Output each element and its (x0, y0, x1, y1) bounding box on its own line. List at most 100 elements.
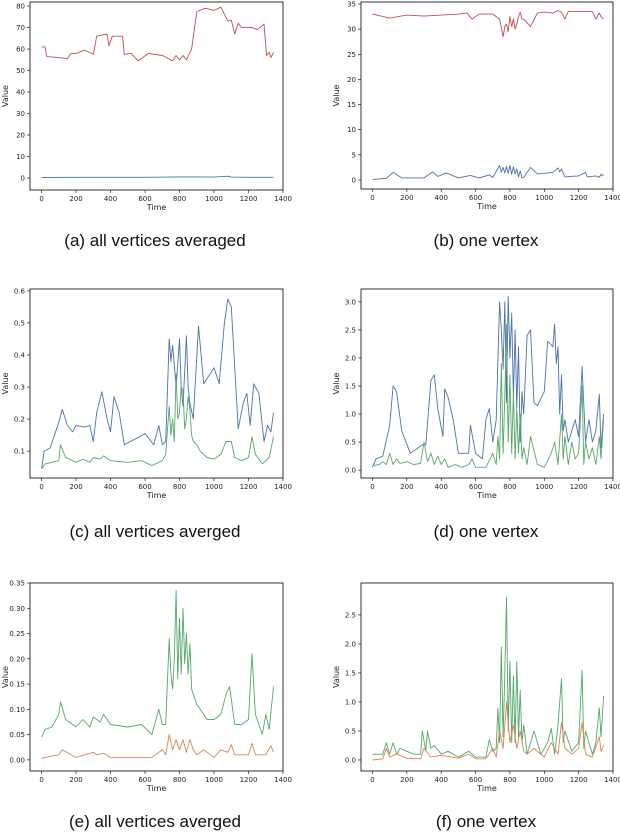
x-tick-label: 1000 (205, 195, 223, 203)
y-tick-label: 3.0 (345, 298, 356, 306)
caption-e: (e) all vertices averged (69, 812, 241, 831)
x-axis-label: Time (146, 203, 167, 212)
x-tick-label: 200 (69, 195, 82, 203)
x-tick-label: 600 (469, 483, 482, 491)
x-tick-label: 1400 (274, 776, 292, 784)
x-tick-label: 200 (69, 776, 82, 784)
series-green-line (372, 323, 605, 468)
axes-frame (29, 288, 284, 479)
y-axis-label: Value (332, 666, 341, 688)
y-tick-label: 30 (347, 26, 356, 34)
y-tick-label: 2.5 (345, 611, 356, 619)
axes-frame (360, 1, 614, 190)
y-axis-label: Value (332, 372, 341, 394)
y-tick-label: 1.5 (345, 383, 356, 391)
y-tick-label: 80 (16, 3, 25, 11)
x-tick-label: 600 (138, 776, 151, 784)
y-tick-label: 0.0 (345, 467, 356, 475)
y-tick-label: 0.5 (345, 439, 356, 447)
y-tick-label: 0.0 (345, 756, 356, 764)
y-tick-label: 0 (21, 174, 25, 182)
axes-frame (29, 1, 284, 191)
x-tick-label: 800 (173, 195, 186, 203)
x-tick-label: 600 (138, 195, 151, 203)
y-tick-label: 1.0 (345, 698, 356, 706)
x-tick-label: 1400 (604, 194, 620, 202)
x-tick-label: 1400 (274, 195, 292, 203)
x-tick-label: 800 (503, 483, 516, 491)
x-tick-label: 1200 (570, 483, 588, 491)
x-tick-label: 200 (69, 483, 82, 491)
y-tick-label: 0.4 (14, 351, 26, 359)
series-green-line (41, 590, 274, 738)
axes-frame (360, 582, 614, 772)
caption-d: (d) one vertex (433, 522, 539, 541)
y-tick-label: 0 (352, 176, 356, 184)
x-axis-label: Time (146, 784, 167, 793)
series-red-line (41, 6, 274, 62)
x-tick-label: 800 (503, 194, 516, 202)
y-tick-label: 10 (347, 126, 356, 134)
x-tick-label: 200 (400, 194, 413, 202)
chart-f: 0 200 400 600 800 1000 1200 1400 0.0 0.5 1.0 1.5 2.0… (332, 582, 620, 793)
series-red-line (372, 10, 604, 38)
chart-b: 0 200 400 600 800 1000 1200 1400 0 5 10 15 20 25 30 35 T… (332, 1, 620, 211)
x-tick-label: 1400 (604, 776, 620, 784)
y-tick-label: 70 (16, 24, 25, 32)
y-tick-label: 35 (347, 1, 356, 9)
x-tick-label: 600 (138, 483, 151, 491)
axes-frame (360, 288, 614, 479)
x-tick-label: 1200 (240, 776, 258, 784)
y-tick-label: 0.05 (9, 731, 25, 739)
y-tick-label: 0.30 (9, 605, 25, 613)
x-tick-label: 1000 (535, 483, 553, 491)
y-tick-label: 2.0 (345, 354, 356, 362)
chart-d: 0 200 400 600 800 1000 1200 1400 0.0 0.5 1.0 1.5 2.0… (332, 288, 620, 500)
x-tick-label: 800 (173, 483, 186, 491)
y-tick-label: 5 (352, 151, 356, 159)
series-green-line (372, 597, 605, 758)
y-tick-label: 0.1 (14, 448, 25, 456)
y-tick-label: 0.2 (14, 416, 25, 424)
x-tick-label: 400 (435, 194, 448, 202)
y-tick-label: 0.25 (9, 630, 25, 638)
y-tick-label: 20 (16, 131, 25, 139)
y-tick-label: 30 (16, 110, 25, 118)
x-tick-label: 1400 (604, 483, 620, 491)
series-blue-line (41, 175, 274, 178)
x-tick-label: 1000 (205, 776, 223, 784)
caption-c: (c) all vertices averged (69, 522, 241, 541)
series-orange-line (41, 734, 274, 759)
y-tick-label: 40 (16, 89, 25, 97)
caption-f: (f) one vertex (435, 812, 537, 831)
y-tick-label: 15 (347, 101, 356, 109)
y-tick-label: 60 (16, 46, 25, 54)
y-axis-label: Value (1, 666, 10, 688)
y-tick-label: 0.15 (9, 681, 25, 689)
y-tick-label: 2.0 (345, 640, 356, 648)
x-tick-label: 800 (503, 776, 516, 784)
x-tick-label: 1200 (570, 776, 588, 784)
x-tick-label: 1000 (205, 483, 223, 491)
series-blue-line (41, 298, 274, 469)
series-blue-line (372, 164, 604, 180)
y-tick-label: 1.0 (345, 411, 356, 419)
y-tick-label: 0.5 (345, 727, 356, 735)
x-axis-label: Time (476, 202, 497, 211)
y-tick-label: 0.6 (14, 287, 26, 295)
x-tick-label: 600 (469, 776, 482, 784)
x-tick-label: 400 (104, 195, 117, 203)
x-tick-label: 400 (435, 776, 448, 784)
x-axis-label: Time (146, 491, 167, 500)
y-tick-label: 0.10 (9, 706, 25, 714)
y-tick-label: 10 (16, 153, 25, 161)
x-tick-label: 1200 (570, 194, 588, 202)
y-tick-label: 2.5 (345, 326, 356, 334)
y-tick-label: 0.35 (9, 580, 25, 588)
x-tick-label: 600 (469, 194, 482, 202)
y-tick-label: 0.5 (14, 319, 25, 327)
x-tick-label: 400 (435, 483, 448, 491)
x-tick-label: 1000 (535, 776, 553, 784)
x-tick-label: 1400 (274, 483, 292, 491)
x-axis-label: Time (476, 491, 497, 500)
